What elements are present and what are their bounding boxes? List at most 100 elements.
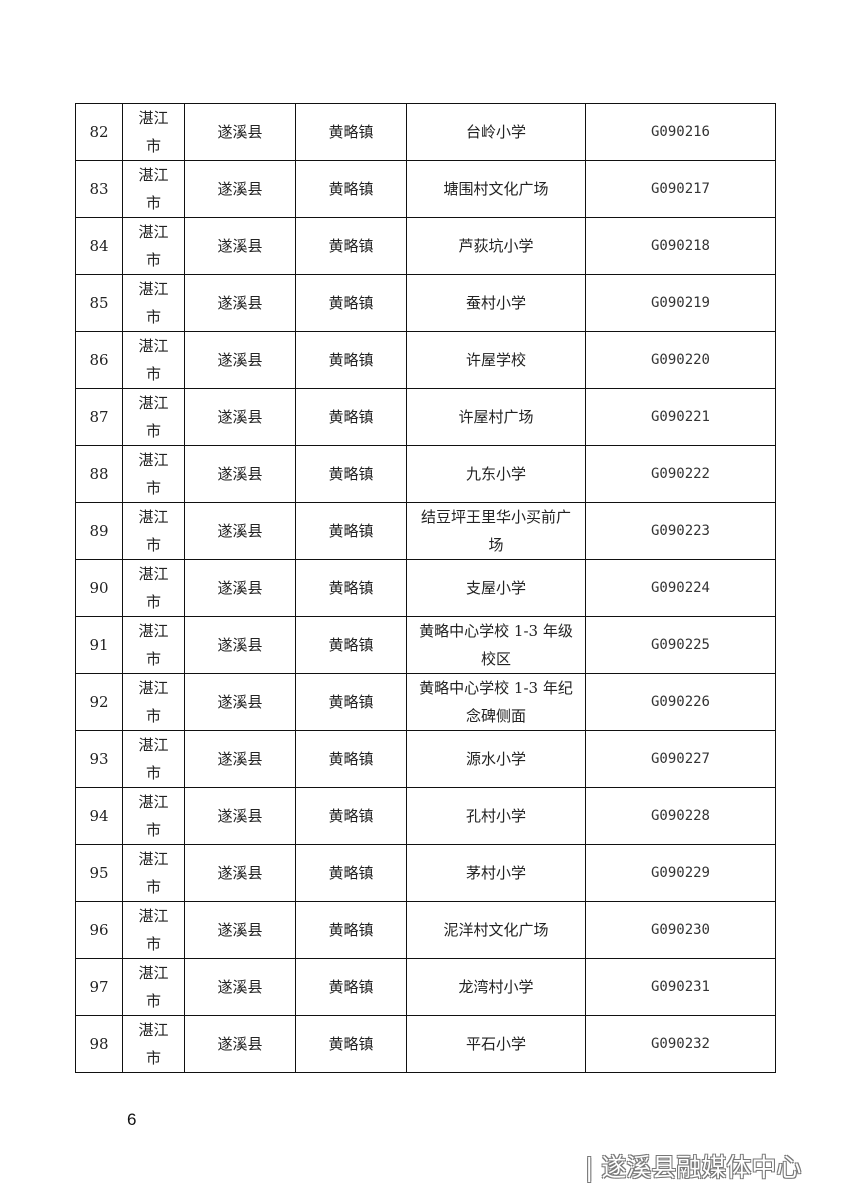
site-name-cell: 九东小学 bbox=[406, 445, 586, 503]
town-cell: 黄略镇 bbox=[295, 331, 407, 389]
city-cell: 湛江市 bbox=[122, 901, 185, 959]
city-cell: 湛江市 bbox=[122, 673, 185, 731]
city-cell: 湛江市 bbox=[122, 217, 185, 275]
table-row: 85 湛江市 遂溪县 黄略镇 蚕村小学 G090219 bbox=[75, 274, 776, 332]
city-cell: 湛江市 bbox=[122, 1015, 185, 1073]
town-cell: 黄略镇 bbox=[295, 673, 407, 731]
site-code-cell: G090230 bbox=[585, 901, 776, 959]
site-code-cell: G090223 bbox=[585, 502, 776, 560]
table-row: 98 湛江市 遂溪县 黄略镇 平石小学 G090232 bbox=[75, 1015, 776, 1073]
county-cell: 遂溪县 bbox=[184, 787, 296, 845]
city-cell: 湛江市 bbox=[122, 388, 185, 446]
city-cell: 湛江市 bbox=[122, 103, 185, 161]
table-row: 84 湛江市 遂溪县 黄略镇 芦荻坑小学 G090218 bbox=[75, 217, 776, 275]
site-code-cell: G090216 bbox=[585, 103, 776, 161]
row-number: 98 bbox=[75, 1015, 123, 1073]
city-cell: 湛江市 bbox=[122, 844, 185, 902]
city-cell: 湛江市 bbox=[122, 274, 185, 332]
row-number: 92 bbox=[75, 673, 123, 731]
table-row: 89 湛江市 遂溪县 黄略镇 结豆坪王里华小买前广场 G090223 bbox=[75, 502, 776, 560]
county-cell: 遂溪县 bbox=[184, 103, 296, 161]
county-cell: 遂溪县 bbox=[184, 502, 296, 560]
town-cell: 黄略镇 bbox=[295, 388, 407, 446]
row-number: 93 bbox=[75, 730, 123, 788]
city-cell: 湛江市 bbox=[122, 331, 185, 389]
watermark: | 遂溪县融媒体中心 bbox=[585, 1153, 802, 1182]
site-name-cell: 芦荻坑小学 bbox=[406, 217, 586, 275]
row-number: 94 bbox=[75, 787, 123, 845]
table-row: 95 湛江市 遂溪县 黄略镇 茅村小学 G090229 bbox=[75, 844, 776, 902]
county-cell: 遂溪县 bbox=[184, 559, 296, 617]
site-table-body: 82 湛江市 遂溪县 黄略镇 台岭小学 G090216 83 湛江市 遂溪县 黄略镇 塘围村文化广场… bbox=[75, 103, 776, 1073]
site-code-cell: G090224 bbox=[585, 559, 776, 617]
table-row: 94 湛江市 遂溪县 黄略镇 孔村小学 G090228 bbox=[75, 787, 776, 845]
row-number: 91 bbox=[75, 616, 123, 674]
row-number: 97 bbox=[75, 958, 123, 1016]
page-number: 6 bbox=[127, 1110, 137, 1129]
city-cell: 湛江市 bbox=[122, 559, 185, 617]
county-cell: 遂溪县 bbox=[184, 673, 296, 731]
site-name-cell: 孔村小学 bbox=[406, 787, 586, 845]
site-code-cell: G090231 bbox=[585, 958, 776, 1016]
county-cell: 遂溪县 bbox=[184, 901, 296, 959]
site-code-cell: G090229 bbox=[585, 844, 776, 902]
site-code-cell: G090217 bbox=[585, 160, 776, 218]
site-code-cell: G090227 bbox=[585, 730, 776, 788]
county-cell: 遂溪县 bbox=[184, 331, 296, 389]
site-name-cell: 龙湾村小学 bbox=[406, 958, 586, 1016]
site-name-cell: 源水小学 bbox=[406, 730, 586, 788]
town-cell: 黄略镇 bbox=[295, 616, 407, 674]
row-number: 96 bbox=[75, 901, 123, 959]
site-name-cell: 许屋学校 bbox=[406, 331, 586, 389]
row-number: 82 bbox=[75, 103, 123, 161]
site-code-cell: G090220 bbox=[585, 331, 776, 389]
town-cell: 黄略镇 bbox=[295, 160, 407, 218]
site-name-cell: 支屋小学 bbox=[406, 559, 586, 617]
row-number: 84 bbox=[75, 217, 123, 275]
row-number: 90 bbox=[75, 559, 123, 617]
site-name-cell: 平石小学 bbox=[406, 1015, 586, 1073]
site-table: 82 湛江市 遂溪县 黄略镇 台岭小学 G090216 83 湛江市 遂溪县 黄略镇 塘围村文化广场… bbox=[75, 103, 776, 1073]
county-cell: 遂溪县 bbox=[184, 160, 296, 218]
city-cell: 湛江市 bbox=[122, 160, 185, 218]
town-cell: 黄略镇 bbox=[295, 787, 407, 845]
town-cell: 黄略镇 bbox=[295, 274, 407, 332]
table-row: 87 湛江市 遂溪县 黄略镇 许屋村广场 G090221 bbox=[75, 388, 776, 446]
town-cell: 黄略镇 bbox=[295, 730, 407, 788]
site-code-cell: G090218 bbox=[585, 217, 776, 275]
county-cell: 遂溪县 bbox=[184, 388, 296, 446]
site-name-cell: 结豆坪王里华小买前广场 bbox=[406, 502, 586, 560]
row-number: 83 bbox=[75, 160, 123, 218]
row-number: 85 bbox=[75, 274, 123, 332]
site-name-cell: 黄略中心学校 1-3 年级校区 bbox=[406, 616, 586, 674]
site-name-cell: 蚕村小学 bbox=[406, 274, 586, 332]
site-name-cell: 许屋村广场 bbox=[406, 388, 586, 446]
town-cell: 黄略镇 bbox=[295, 901, 407, 959]
city-cell: 湛江市 bbox=[122, 502, 185, 560]
site-code-cell: G090222 bbox=[585, 445, 776, 503]
city-cell: 湛江市 bbox=[122, 958, 185, 1016]
table-row: 90 湛江市 遂溪县 黄略镇 支屋小学 G090224 bbox=[75, 559, 776, 617]
table-row: 86 湛江市 遂溪县 黄略镇 许屋学校 G090220 bbox=[75, 331, 776, 389]
county-cell: 遂溪县 bbox=[184, 274, 296, 332]
row-number: 87 bbox=[75, 388, 123, 446]
site-code-cell: G090219 bbox=[585, 274, 776, 332]
table-row: 97 湛江市 遂溪县 黄略镇 龙湾村小学 G090231 bbox=[75, 958, 776, 1016]
town-cell: 黄略镇 bbox=[295, 1015, 407, 1073]
county-cell: 遂溪县 bbox=[184, 958, 296, 1016]
county-cell: 遂溪县 bbox=[184, 730, 296, 788]
county-cell: 遂溪县 bbox=[184, 616, 296, 674]
table-row: 83 湛江市 遂溪县 黄略镇 塘围村文化广场 G090217 bbox=[75, 160, 776, 218]
table-row: 92 湛江市 遂溪县 黄略镇 黄略中心学校 1-3 年纪念碑侧面 G090226 bbox=[75, 673, 776, 731]
city-cell: 湛江市 bbox=[122, 787, 185, 845]
town-cell: 黄略镇 bbox=[295, 559, 407, 617]
town-cell: 黄略镇 bbox=[295, 844, 407, 902]
table-row: 96 湛江市 遂溪县 黄略镇 泥洋村文化广场 G090230 bbox=[75, 901, 776, 959]
town-cell: 黄略镇 bbox=[295, 502, 407, 560]
table-row: 93 湛江市 遂溪县 黄略镇 源水小学 G090227 bbox=[75, 730, 776, 788]
county-cell: 遂溪县 bbox=[184, 1015, 296, 1073]
table-row: 88 湛江市 遂溪县 黄略镇 九东小学 G090222 bbox=[75, 445, 776, 503]
site-name-cell: 泥洋村文化广场 bbox=[406, 901, 586, 959]
town-cell: 黄略镇 bbox=[295, 217, 407, 275]
county-cell: 遂溪县 bbox=[184, 445, 296, 503]
